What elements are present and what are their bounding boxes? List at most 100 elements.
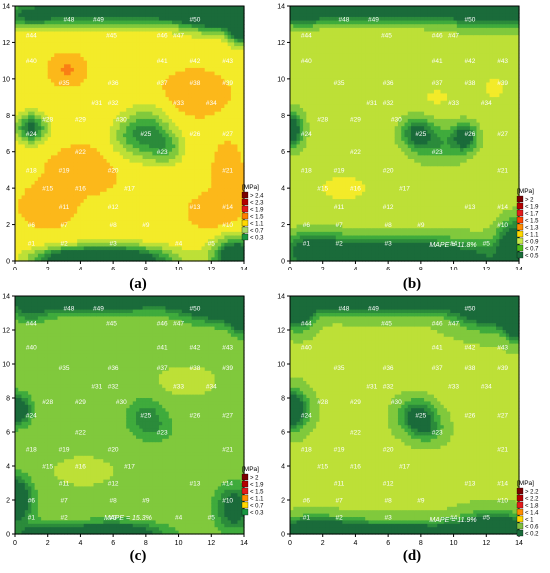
colorbar-label: < 1.1	[250, 497, 264, 503]
point-label: #21	[222, 447, 233, 454]
point-label: #1	[303, 240, 311, 247]
point-label: #7	[60, 222, 68, 229]
point-label: #32	[108, 100, 119, 107]
colorbar-unit: [MPa]	[517, 480, 534, 487]
point-label: #5	[483, 240, 491, 247]
point-label: #17	[399, 186, 410, 193]
colorbar-swatch	[516, 487, 524, 495]
y-tick-label: 2	[281, 498, 285, 505]
colorbar-label: < 0.3	[250, 511, 264, 517]
point-label: #30	[116, 116, 127, 123]
point-label: #46	[157, 33, 168, 40]
point-label: #45	[381, 321, 392, 328]
point-label: #48	[64, 305, 75, 312]
y-tick-label: 8	[281, 396, 285, 403]
point-label: #50	[189, 16, 200, 23]
y-tick-label: 14	[2, 294, 10, 301]
colorbar-label: < 1.7	[525, 212, 539, 218]
x-tick-label: 10	[175, 267, 183, 270]
point-label: #41	[157, 58, 168, 65]
colorbar-swatch	[516, 202, 524, 210]
point-label: #49	[93, 16, 104, 23]
plot-frame	[14, 295, 245, 535]
point-label: #16	[350, 186, 361, 193]
colorbar-label: < 1.5	[250, 490, 264, 496]
plot-frame	[289, 295, 520, 535]
point-label: #31	[91, 100, 102, 107]
point-label: #8	[385, 498, 393, 505]
point-label: #3	[110, 515, 118, 522]
y-tick-label: 0	[281, 532, 285, 539]
point-label: #40	[301, 345, 312, 352]
point-label: #22	[350, 430, 361, 437]
point-label: #28	[317, 399, 328, 406]
point-label: #34	[206, 100, 217, 107]
point-label: #44	[301, 33, 312, 40]
point-label: #35	[59, 80, 70, 87]
point-label: #25	[415, 413, 426, 420]
point-label: #19	[59, 447, 70, 454]
y-tick-label: 0	[281, 259, 285, 266]
point-label: #29	[75, 399, 86, 406]
point-label: #10	[497, 498, 508, 505]
contour-field	[290, 296, 520, 535]
y-tick-label: 0	[6, 532, 10, 539]
colorbar-swatch	[241, 480, 249, 488]
point-label: #21	[497, 167, 508, 174]
colorbar-swatch	[516, 251, 524, 259]
point-label: #24	[301, 413, 312, 420]
point-label: #42	[189, 58, 200, 65]
y-tick-label: 4	[281, 186, 285, 193]
colorbar-swatch	[241, 233, 249, 241]
point-label: #47	[448, 321, 459, 328]
colorbar-label: < 1.5	[525, 219, 539, 225]
point-label: #31	[91, 384, 102, 391]
point-label: #41	[432, 58, 443, 65]
x-tick-label: 12	[482, 540, 490, 547]
point-label: #8	[110, 222, 118, 229]
y-tick-label: 14	[277, 4, 285, 11]
point-label: #38	[189, 80, 200, 87]
point-label: #15	[42, 464, 53, 471]
contour-panel-c: 0 2 4 6 8 10 12 14 0 2 4 6 8 10 12 14 #48 #49 #50 #44 #45 #46…	[2, 294, 264, 548]
point-label: #46	[432, 33, 443, 40]
point-label: #27	[497, 413, 508, 420]
x-tick-label: 4	[353, 267, 357, 270]
point-label: #39	[497, 80, 508, 87]
point-label: #15	[317, 186, 328, 193]
x-tick-label: 0	[288, 267, 292, 270]
point-label: #15	[42, 186, 53, 193]
point-label: #50	[464, 16, 475, 23]
point-label: #42	[464, 345, 475, 352]
point-label: #18	[26, 167, 37, 174]
point-label: #10	[222, 222, 233, 229]
point-label: #35	[334, 80, 345, 87]
point-label: #6	[28, 498, 36, 505]
x-tick-label: 2	[321, 267, 325, 270]
colorbar-swatch	[241, 487, 249, 495]
point-label: #20	[383, 167, 394, 174]
point-label: #36	[383, 365, 394, 372]
point-label: #33	[448, 100, 459, 107]
point-label: #33	[173, 100, 184, 107]
colorbar-label: < 0.6	[525, 525, 539, 531]
point-label: #43	[222, 345, 233, 352]
point-label: #33	[448, 384, 459, 391]
colorbar-swatch	[241, 219, 249, 227]
point-label: #7	[335, 222, 343, 229]
point-label: #14	[222, 204, 233, 211]
colorbar-label: > 2.4	[250, 194, 264, 200]
panel-label-c: (c)	[118, 548, 158, 565]
point-label: #39	[497, 365, 508, 372]
x-tick-label: 2	[46, 267, 50, 270]
colorbar-unit: [MPa]	[242, 466, 259, 473]
point-label: #9	[417, 498, 425, 505]
colorbar-swatch	[516, 223, 524, 231]
point-label: #34	[481, 384, 492, 391]
point-label: #3	[385, 515, 393, 522]
point-label: #4	[450, 240, 458, 247]
colorbar-swatch	[516, 195, 524, 203]
colorbar-swatch	[241, 494, 249, 502]
colorbar-unit: [MPa]	[517, 188, 534, 195]
point-label: #19	[334, 167, 345, 174]
